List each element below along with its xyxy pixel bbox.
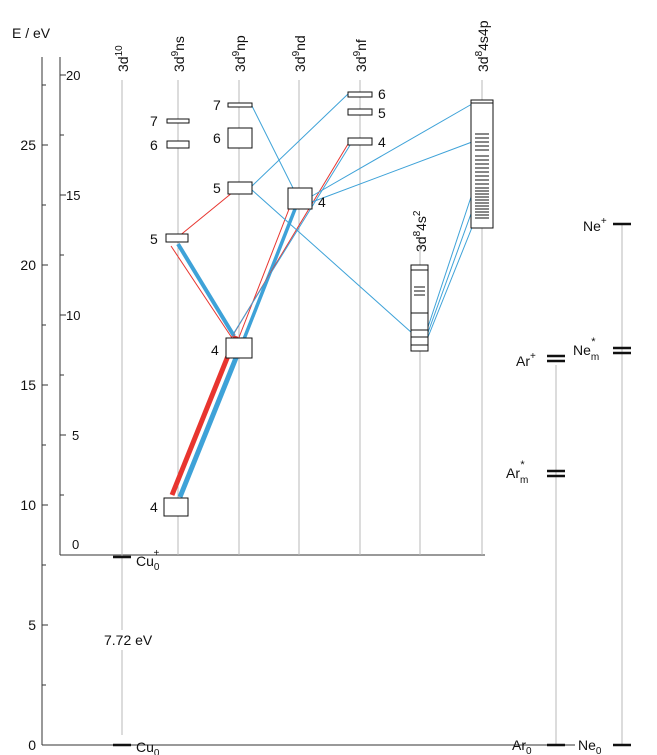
cu-ground-label: Cu0 (136, 739, 160, 755)
level-label-5f: 5 (378, 105, 386, 121)
4s4p-levels (470, 99, 494, 229)
level-box-4s (163, 497, 189, 517)
ne-metastable-label: Nem* (573, 336, 599, 363)
transition-red-5s-4p (170, 245, 233, 339)
level-box-5s (165, 233, 189, 243)
ne-levels: Ne0 Nem* Ne+ (573, 216, 631, 755)
level-box-5f (347, 108, 373, 116)
ar-ion-label: Ar+ (516, 351, 536, 369)
column-heading: 3d9np (231, 35, 248, 72)
main-tick-label: 15 (20, 377, 36, 393)
level-box-5p (227, 181, 253, 195)
transition-red-5s-5p (177, 187, 239, 238)
transition-red-4p-4d (237, 203, 292, 341)
transition-blue-4s2-4s4p-a (425, 187, 475, 334)
nd-levels: 4 (287, 187, 326, 210)
level-label-6p: 6 (213, 130, 221, 146)
column-heading: 3d9ns (170, 36, 187, 72)
level-box-6s (166, 140, 190, 149)
level-label-4s: 4 (150, 499, 158, 515)
4s2-levels (410, 264, 429, 352)
transition-blue-4p-4f (231, 141, 353, 337)
ne-ion-label: Ne+ (583, 216, 607, 234)
level-box-4f (347, 137, 373, 146)
transition-blue-4s2-4s4p-c (425, 214, 478, 343)
transition-blue-5p-4s2 (251, 189, 413, 334)
level-label-5s: 5 (150, 231, 158, 247)
4s2-sublevels (411, 269, 428, 346)
inner-tick-label: 0 (72, 537, 79, 552)
ne-ground-label: Ne0 (578, 737, 602, 755)
transition-red-4s-4p (169, 335, 239, 496)
transition-blue-5s-4p (176, 242, 236, 338)
level-label-7s: 7 (150, 113, 158, 129)
main-tick-label: 0 (28, 737, 36, 753)
transition-blue-4p-4d (242, 203, 299, 340)
level-box-4d (287, 187, 313, 210)
np-levels: 7 6 5 4 (211, 97, 253, 359)
transition-blue-4s2-4s4p-b (425, 199, 477, 339)
level-label-6s: 6 (150, 137, 158, 153)
level-box-4s2 (410, 264, 429, 352)
ns-levels: 7 6 5 4 (150, 113, 190, 517)
level-label-4f: 4 (378, 134, 386, 150)
transition-blue-5p-6f (251, 93, 349, 187)
4s4p-sublevels (471, 102, 493, 219)
level-label-6f: 6 (378, 86, 386, 102)
inner-tick-label: 10 (66, 308, 80, 323)
level-box-7p (227, 102, 253, 108)
transition-blue-4d-4s4p-b (311, 141, 473, 203)
inner-tick-label: 20 (66, 68, 80, 83)
level-box-4p (225, 337, 253, 359)
inner-energy-axis: 0 5 10 15 20 (59, 57, 485, 556)
level-label-7p: 7 (213, 97, 221, 113)
ionization-energy-label: 7.72 eV (104, 632, 153, 648)
nf-levels: 6 5 4 (347, 86, 386, 150)
cu-ion-label: Cu0+ (136, 548, 160, 573)
transition-blue-4s-4p (177, 337, 247, 498)
inner-tick-label: 5 (72, 428, 79, 443)
inner-tick-label: 15 (66, 188, 80, 203)
level-box-7s (166, 118, 190, 124)
ar-metastable-label: Arm* (506, 459, 528, 486)
column-heading: 3d10 (114, 45, 131, 72)
level-label-4d: 4 (318, 194, 326, 210)
level-box-6p (227, 127, 253, 149)
level-label-5p: 5 (213, 180, 221, 196)
main-tick-label: 5 (28, 617, 36, 633)
main-tick-label: 25 (20, 137, 36, 153)
main-tick-label: 20 (20, 257, 36, 273)
column-heading: 3d84s2 (412, 210, 429, 252)
column-heading: 3d9nd (291, 35, 308, 72)
axis-label: E / eV (12, 25, 51, 41)
main-tick-label: 10 (20, 497, 36, 513)
level-label-4p: 4 (211, 342, 219, 358)
level-box-6f (347, 91, 373, 98)
ar-ground-label: Ar0 (512, 737, 532, 755)
column-headings: 3d10 3d9ns 3d9np 3d9nd 3d9nf 3d84s2 3d84… (114, 20, 491, 252)
column-heading: 3d9nf (352, 39, 369, 72)
transition-blue-4d-4s4p-a (311, 103, 473, 197)
ar-levels: Ar0 Arm* Ar+ (506, 351, 565, 755)
cu-levels: Cu0 Cu0+ 7.72 eV (102, 548, 162, 755)
transition-lines (169, 93, 478, 498)
column-heading: 3d84s4p (474, 20, 491, 72)
transition-blue-7p-4d (251, 105, 299, 199)
